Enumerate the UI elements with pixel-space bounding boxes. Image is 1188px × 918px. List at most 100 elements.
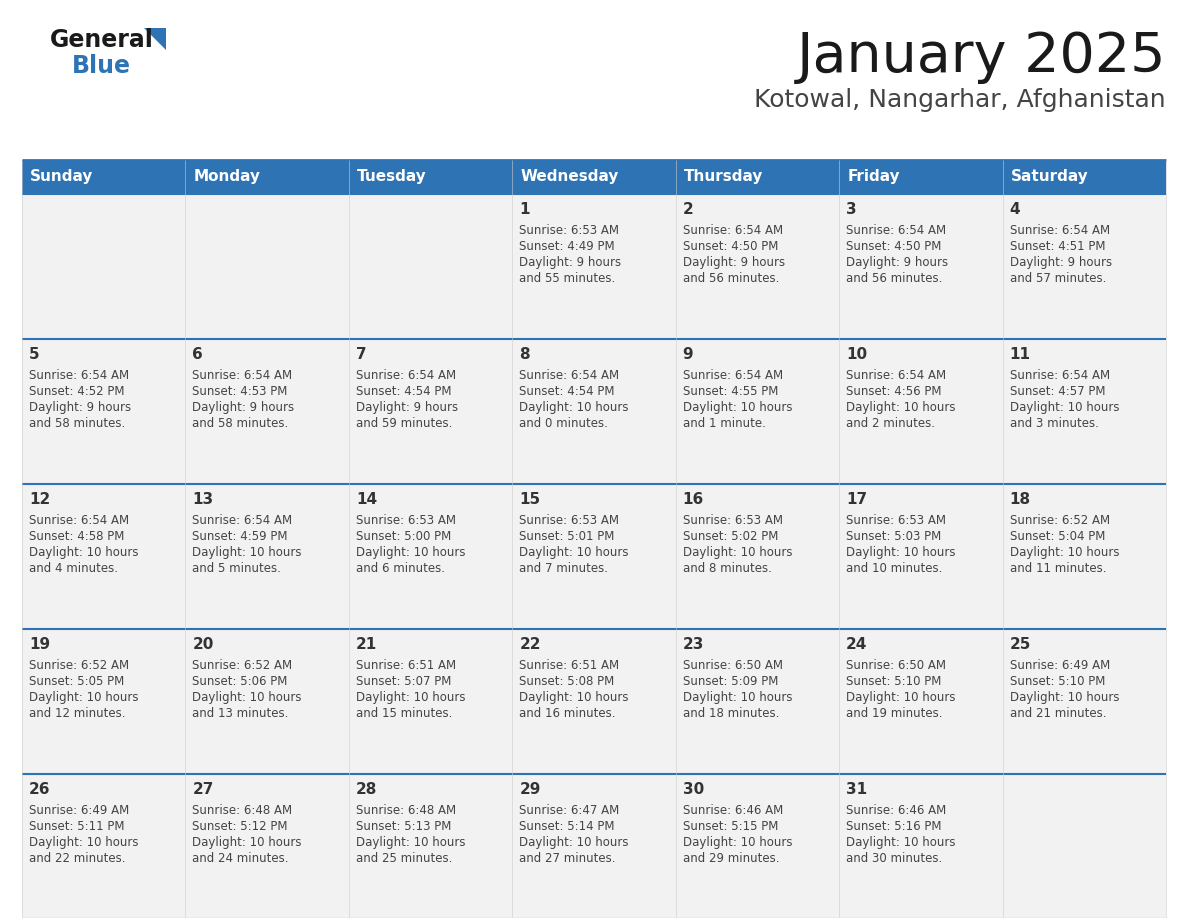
Text: and 16 minutes.: and 16 minutes. — [519, 707, 615, 720]
Text: Sunrise: 6:46 AM: Sunrise: 6:46 AM — [683, 804, 783, 817]
Text: Thursday: Thursday — [684, 170, 763, 185]
Text: Daylight: 10 hours: Daylight: 10 hours — [1010, 401, 1119, 414]
Text: Sunrise: 6:52 AM: Sunrise: 6:52 AM — [1010, 514, 1110, 527]
Text: and 55 minutes.: and 55 minutes. — [519, 272, 615, 285]
Text: 21: 21 — [356, 637, 377, 652]
Text: Sunrise: 6:53 AM: Sunrise: 6:53 AM — [846, 514, 946, 527]
Text: Sunset: 5:04 PM: Sunset: 5:04 PM — [1010, 530, 1105, 543]
Text: January 2025: January 2025 — [796, 30, 1165, 84]
Text: Sunrise: 6:50 AM: Sunrise: 6:50 AM — [683, 659, 783, 672]
Text: Sunrise: 6:53 AM: Sunrise: 6:53 AM — [519, 514, 619, 527]
Text: and 21 minutes.: and 21 minutes. — [1010, 707, 1106, 720]
Text: Daylight: 9 hours: Daylight: 9 hours — [29, 401, 131, 414]
Text: and 56 minutes.: and 56 minutes. — [846, 272, 942, 285]
Text: Daylight: 9 hours: Daylight: 9 hours — [356, 401, 459, 414]
Text: Sunset: 5:05 PM: Sunset: 5:05 PM — [29, 675, 125, 688]
Text: 14: 14 — [356, 492, 377, 507]
Text: and 4 minutes.: and 4 minutes. — [29, 562, 118, 575]
Text: Sunset: 4:54 PM: Sunset: 4:54 PM — [356, 385, 451, 398]
Text: 30: 30 — [683, 782, 704, 797]
Text: Sunset: 4:53 PM: Sunset: 4:53 PM — [192, 385, 287, 398]
Text: 13: 13 — [192, 492, 214, 507]
Text: Daylight: 10 hours: Daylight: 10 hours — [846, 836, 955, 849]
Text: Daylight: 10 hours: Daylight: 10 hours — [519, 401, 628, 414]
Text: Sunset: 5:15 PM: Sunset: 5:15 PM — [683, 820, 778, 833]
Text: 15: 15 — [519, 492, 541, 507]
Bar — [23, 774, 1165, 918]
Text: Daylight: 10 hours: Daylight: 10 hours — [683, 546, 792, 559]
Text: and 3 minutes.: and 3 minutes. — [1010, 417, 1099, 430]
Text: and 2 minutes.: and 2 minutes. — [846, 417, 935, 430]
Text: Daylight: 10 hours: Daylight: 10 hours — [519, 546, 628, 559]
Text: Monday: Monday — [194, 170, 260, 185]
Text: Sunset: 5:09 PM: Sunset: 5:09 PM — [683, 675, 778, 688]
Bar — [676, 160, 839, 194]
Text: and 6 minutes.: and 6 minutes. — [356, 562, 444, 575]
Text: Saturday: Saturday — [1011, 170, 1088, 185]
Text: 3: 3 — [846, 202, 857, 217]
Text: Sunset: 4:51 PM: Sunset: 4:51 PM — [1010, 240, 1105, 253]
Text: Sunset: 4:57 PM: Sunset: 4:57 PM — [1010, 385, 1105, 398]
Text: Sunrise: 6:48 AM: Sunrise: 6:48 AM — [356, 804, 456, 817]
Text: Sunday: Sunday — [30, 170, 94, 185]
Bar — [23, 194, 1165, 339]
Text: Sunset: 5:08 PM: Sunset: 5:08 PM — [519, 675, 614, 688]
Text: Daylight: 10 hours: Daylight: 10 hours — [846, 401, 955, 414]
Text: Sunrise: 6:54 AM: Sunrise: 6:54 AM — [192, 369, 292, 382]
Text: Daylight: 10 hours: Daylight: 10 hours — [683, 401, 792, 414]
Text: 26: 26 — [29, 782, 51, 797]
Text: Sunrise: 6:54 AM: Sunrise: 6:54 AM — [192, 514, 292, 527]
Text: Sunrise: 6:52 AM: Sunrise: 6:52 AM — [192, 659, 292, 672]
Text: Daylight: 10 hours: Daylight: 10 hours — [356, 546, 466, 559]
Text: Sunrise: 6:52 AM: Sunrise: 6:52 AM — [29, 659, 129, 672]
Text: Sunset: 5:10 PM: Sunset: 5:10 PM — [1010, 675, 1105, 688]
Text: 7: 7 — [356, 347, 366, 362]
Text: Sunrise: 6:54 AM: Sunrise: 6:54 AM — [1010, 369, 1110, 382]
Text: 25: 25 — [1010, 637, 1031, 652]
Text: and 12 minutes.: and 12 minutes. — [29, 707, 126, 720]
Text: Sunset: 5:02 PM: Sunset: 5:02 PM — [683, 530, 778, 543]
Text: and 10 minutes.: and 10 minutes. — [846, 562, 942, 575]
Text: 16: 16 — [683, 492, 704, 507]
Text: Sunrise: 6:48 AM: Sunrise: 6:48 AM — [192, 804, 292, 817]
Text: Sunset: 5:12 PM: Sunset: 5:12 PM — [192, 820, 287, 833]
Text: Daylight: 10 hours: Daylight: 10 hours — [356, 836, 466, 849]
Text: Sunrise: 6:51 AM: Sunrise: 6:51 AM — [519, 659, 619, 672]
Text: Sunrise: 6:54 AM: Sunrise: 6:54 AM — [519, 369, 619, 382]
Text: Daylight: 10 hours: Daylight: 10 hours — [29, 546, 139, 559]
Bar — [185, 160, 349, 194]
Text: Sunrise: 6:50 AM: Sunrise: 6:50 AM — [846, 659, 946, 672]
Text: 6: 6 — [192, 347, 203, 362]
Text: 27: 27 — [192, 782, 214, 797]
Text: and 7 minutes.: and 7 minutes. — [519, 562, 608, 575]
Text: Daylight: 10 hours: Daylight: 10 hours — [846, 546, 955, 559]
Text: Sunrise: 6:54 AM: Sunrise: 6:54 AM — [846, 369, 947, 382]
Text: and 58 minutes.: and 58 minutes. — [29, 417, 125, 430]
Text: Blue: Blue — [72, 54, 131, 78]
Text: and 57 minutes.: and 57 minutes. — [1010, 272, 1106, 285]
Text: and 18 minutes.: and 18 minutes. — [683, 707, 779, 720]
Text: 18: 18 — [1010, 492, 1031, 507]
Text: and 1 minute.: and 1 minute. — [683, 417, 765, 430]
Text: Sunrise: 6:47 AM: Sunrise: 6:47 AM — [519, 804, 619, 817]
Text: Daylight: 10 hours: Daylight: 10 hours — [192, 546, 302, 559]
Bar — [1003, 160, 1165, 194]
Text: and 8 minutes.: and 8 minutes. — [683, 562, 771, 575]
Text: and 15 minutes.: and 15 minutes. — [356, 707, 453, 720]
Text: 24: 24 — [846, 637, 867, 652]
Text: 19: 19 — [29, 637, 50, 652]
Text: and 59 minutes.: and 59 minutes. — [356, 417, 453, 430]
Text: Sunset: 4:52 PM: Sunset: 4:52 PM — [29, 385, 125, 398]
Bar — [23, 484, 1165, 629]
Text: Sunset: 4:59 PM: Sunset: 4:59 PM — [192, 530, 287, 543]
Text: Wednesday: Wednesday — [520, 170, 619, 185]
Text: Sunrise: 6:54 AM: Sunrise: 6:54 AM — [846, 224, 947, 237]
Text: 9: 9 — [683, 347, 694, 362]
Polygon shape — [144, 28, 166, 50]
Text: Daylight: 9 hours: Daylight: 9 hours — [846, 256, 948, 269]
Text: Sunrise: 6:51 AM: Sunrise: 6:51 AM — [356, 659, 456, 672]
Text: and 56 minutes.: and 56 minutes. — [683, 272, 779, 285]
Text: Sunset: 5:01 PM: Sunset: 5:01 PM — [519, 530, 614, 543]
Text: Sunset: 4:54 PM: Sunset: 4:54 PM — [519, 385, 614, 398]
Text: and 25 minutes.: and 25 minutes. — [356, 852, 453, 865]
